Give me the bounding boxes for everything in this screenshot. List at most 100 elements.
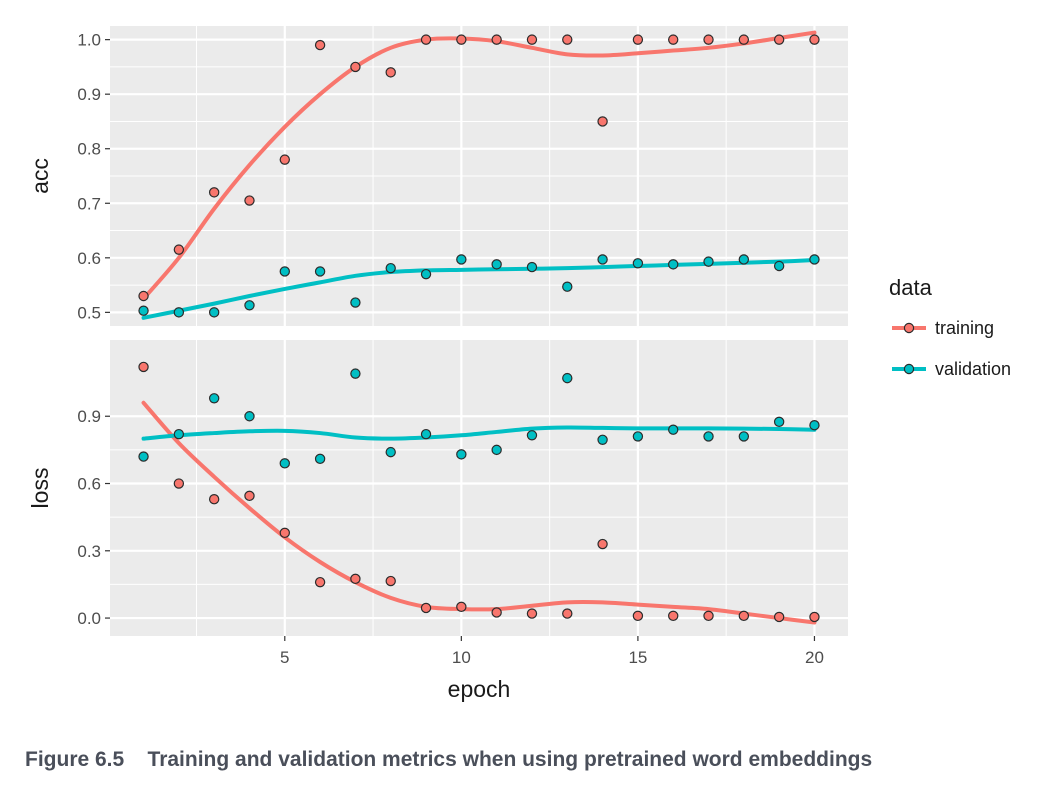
y-axis-title-acc: acc [27,158,53,194]
data-point-validation [668,259,679,270]
data-point-training [138,290,149,302]
data-point-training [456,34,467,45]
data-point-validation [703,256,714,267]
data-point-validation [385,262,396,274]
legend: data training validation [889,275,1011,379]
data-point-training [385,575,396,587]
data-point-training [773,34,785,45]
y-axis-title-loss: loss [27,468,53,509]
data-point-training [668,34,679,45]
data-point-training [491,607,502,618]
data-point-validation [138,451,149,462]
y-tick-label: 0.9 [77,85,101,104]
legend-key-point [903,322,915,334]
data-point-validation [279,266,290,277]
data-point-training [314,39,326,51]
data-point-validation [809,254,820,265]
data-point-training [597,116,608,127]
legend-item-training: training [892,318,994,338]
legend-item-validation: validation [892,359,1011,379]
x-tick-label: 10 [452,648,471,667]
data-point-validation [738,254,750,265]
data-point-validation [562,281,573,292]
panel-background [110,340,848,636]
data-point-validation [773,416,785,428]
smooth-line-training [141,30,817,301]
figure-caption: Figure 6.5 Training and validation metri… [25,748,873,771]
data-point-training [350,61,361,73]
data-point-training [597,538,608,550]
x-tick-label: 20 [805,648,824,667]
y-tick-label: 0.9 [77,407,101,426]
data-point-training [562,608,573,619]
y-tick-label: 0.8 [77,140,101,159]
data-point-training [244,195,255,206]
data-point-training [314,576,326,588]
y-tick-label: 1.0 [77,31,101,50]
x-tick-label: 15 [628,648,647,667]
data-point-training [385,67,396,78]
data-point-training [420,602,432,614]
data-point-validation [279,458,290,469]
panel-acc: 0.5 0.6 0.7 0.8 0.9 1.0 acc [27,26,848,326]
data-point-training [809,34,820,45]
data-point-validation [420,428,432,440]
data-point-validation [314,453,326,465]
x-axis-title: epoch [448,676,511,702]
legend-key-point [903,363,915,375]
data-point-training [526,34,538,45]
data-point-validation [562,372,573,384]
data-point-validation [632,431,644,442]
data-point-training [208,187,220,198]
y-tick-label: 0.0 [77,609,101,628]
data-point-validation [668,424,679,435]
y-tick-label: 0.5 [77,303,101,322]
data-point-validation [350,368,361,379]
data-point-training [208,494,220,505]
data-point-training [526,608,538,619]
data-point-training [491,34,502,45]
data-point-validation [597,254,608,265]
data-point-validation [244,300,255,311]
data-point-training [420,34,432,45]
data-point-validation [138,305,149,316]
data-point-validation [703,431,714,442]
y-tick-label: 0.3 [77,542,101,561]
data-point-validation [208,393,220,404]
data-point-validation [632,258,644,269]
data-point-validation [420,268,432,280]
data-point-validation [456,449,467,460]
x-tick-label: 5 [280,648,289,667]
data-point-training [632,610,644,622]
data-point-validation [456,254,467,265]
data-point-validation [314,266,326,277]
data-point-training [562,34,573,45]
panel-loss: 0.0 0.3 0.6 0.9 loss [27,340,848,636]
data-point-training [173,244,185,255]
data-point-validation [491,259,502,270]
data-point-validation [173,307,185,318]
data-point-training [456,601,467,613]
data-point-training [632,34,644,45]
data-point-validation [208,307,220,318]
data-point-validation [809,420,820,431]
panels-layer: 0.5 0.6 0.7 0.8 0.9 1.0 acc 0.0 0.3 0.6 0.9 loss 5 10… [27,26,848,667]
data-point-training [279,154,290,165]
data-point-training [279,527,290,539]
data-point-validation [738,431,750,442]
data-point-validation [526,261,538,273]
data-point-training [809,611,820,623]
data-point-validation [773,260,785,272]
data-point-training [138,361,149,373]
data-point-validation [526,430,538,441]
data-point-training [738,610,750,622]
data-point-validation [244,411,255,422]
data-point-training [773,611,785,623]
legend-label: training [935,318,994,338]
y-tick-label: 0.6 [77,249,101,268]
y-tick-label: 0.6 [77,475,101,494]
data-point-training [668,610,679,622]
data-point-validation [385,446,396,458]
data-point-validation [350,297,361,308]
